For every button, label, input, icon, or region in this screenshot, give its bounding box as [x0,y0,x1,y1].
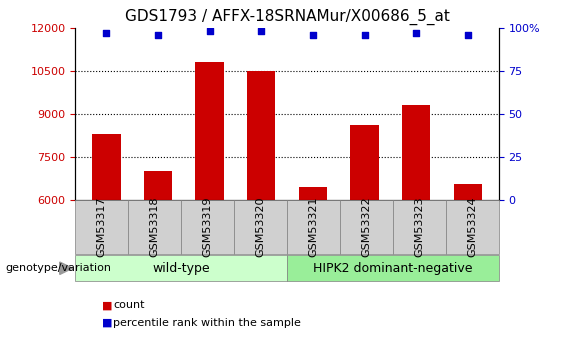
Text: percentile rank within the sample: percentile rank within the sample [113,318,301,327]
Bar [299,187,327,345]
Point [412,30,421,36]
Point [256,28,266,34]
Point [153,32,162,37]
Point [309,32,318,37]
Title: GDS1793 / AFFX-18SRNAMur/X00686_5_at: GDS1793 / AFFX-18SRNAMur/X00686_5_at [125,9,450,25]
Text: count: count [113,300,144,310]
Bar [195,62,224,345]
Bar [454,184,482,345]
Bar [92,134,121,345]
Text: ■: ■ [102,300,112,310]
Point [463,32,473,37]
Text: GSM53318: GSM53318 [150,197,160,257]
Bar [350,125,379,345]
Text: ■: ■ [102,318,112,327]
Text: HIPK2 dominant-negative: HIPK2 dominant-negative [313,262,473,275]
Text: wild-type: wild-type [153,262,210,275]
Text: genotype/variation: genotype/variation [6,263,112,273]
Text: GSM53319: GSM53319 [203,197,213,257]
Point [360,32,369,37]
Text: GSM53320: GSM53320 [256,197,266,257]
Bar [247,71,276,345]
Text: GSM53322: GSM53322 [361,197,371,257]
Bar [144,171,172,345]
Point [205,28,214,34]
Text: GSM53323: GSM53323 [415,197,425,257]
Bar [402,105,430,345]
Text: GSM53321: GSM53321 [309,197,318,257]
Point [102,30,111,36]
Text: GSM53324: GSM53324 [467,197,477,257]
Text: GSM53317: GSM53317 [97,197,107,257]
